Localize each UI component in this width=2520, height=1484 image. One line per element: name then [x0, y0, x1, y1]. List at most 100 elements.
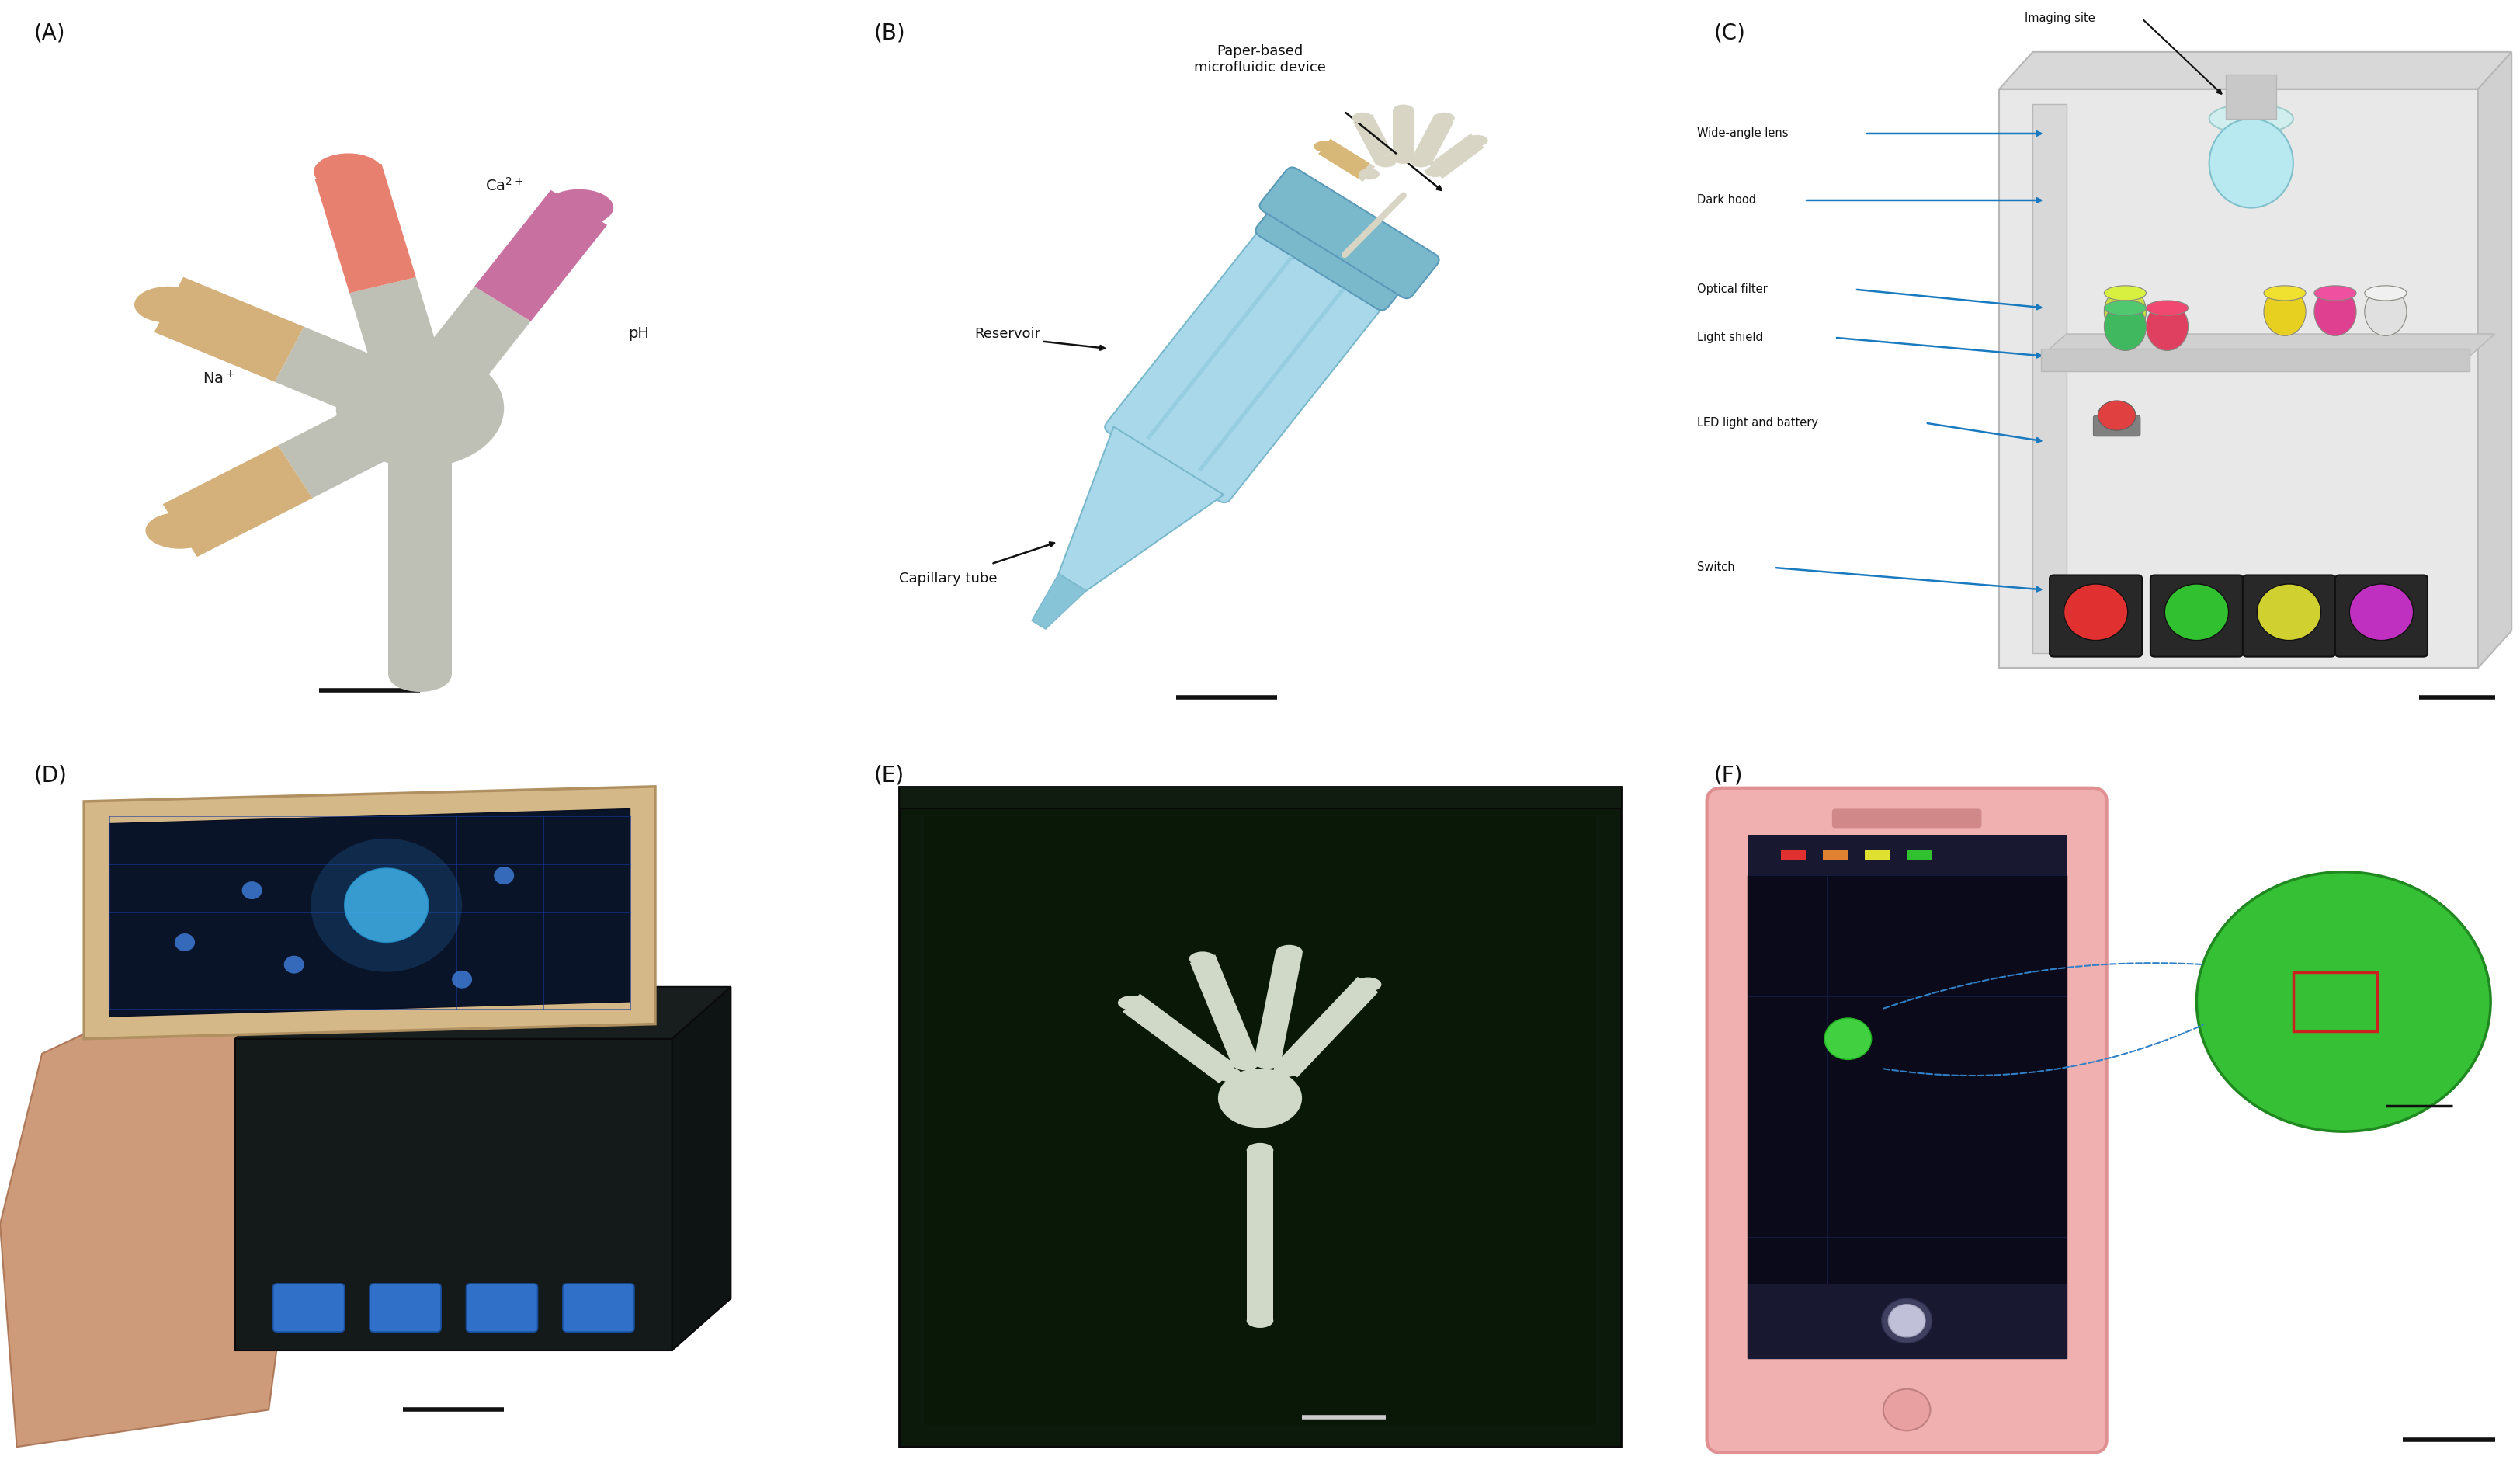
Polygon shape	[164, 445, 312, 556]
Polygon shape	[1124, 994, 1139, 1012]
Text: (C): (C)	[1714, 22, 1746, 45]
Ellipse shape	[1255, 1055, 1280, 1068]
Text: Reservoir: Reservoir	[975, 326, 1041, 341]
Polygon shape	[1411, 153, 1434, 166]
FancyBboxPatch shape	[1998, 89, 2477, 668]
Polygon shape	[388, 430, 451, 675]
Polygon shape	[275, 326, 396, 420]
Polygon shape	[1278, 976, 1378, 1077]
Ellipse shape	[1275, 945, 1303, 959]
FancyBboxPatch shape	[1746, 876, 2066, 1358]
Polygon shape	[1358, 976, 1378, 993]
Ellipse shape	[2104, 300, 2147, 315]
Polygon shape	[315, 163, 416, 292]
Polygon shape	[2477, 52, 2512, 668]
Ellipse shape	[1232, 1057, 1260, 1070]
Text: Ca$^{2+}$: Ca$^{2+}$	[484, 177, 524, 194]
FancyBboxPatch shape	[900, 787, 1620, 809]
Ellipse shape	[2364, 285, 2407, 300]
Polygon shape	[1394, 110, 1414, 153]
Bar	[1908, 850, 1933, 861]
Polygon shape	[1147, 255, 1293, 439]
Circle shape	[1887, 1304, 1925, 1337]
Text: (A): (A)	[33, 22, 66, 45]
Circle shape	[1824, 1018, 1872, 1060]
Ellipse shape	[1247, 1143, 1273, 1158]
Ellipse shape	[1426, 166, 1446, 177]
Ellipse shape	[1273, 1063, 1300, 1077]
Polygon shape	[1247, 1150, 1273, 1321]
Polygon shape	[474, 190, 607, 321]
FancyBboxPatch shape	[272, 1284, 345, 1333]
Ellipse shape	[1313, 141, 1336, 151]
Circle shape	[285, 956, 305, 974]
FancyBboxPatch shape	[2150, 574, 2243, 656]
Ellipse shape	[1247, 1313, 1273, 1328]
Polygon shape	[1429, 160, 1446, 178]
Circle shape	[1882, 1389, 1930, 1431]
Text: pH: pH	[627, 326, 648, 341]
Ellipse shape	[2364, 288, 2407, 335]
Ellipse shape	[2147, 303, 2187, 350]
Polygon shape	[83, 787, 655, 1039]
Ellipse shape	[388, 414, 451, 447]
Polygon shape	[1318, 139, 1371, 178]
FancyBboxPatch shape	[2336, 574, 2427, 656]
Ellipse shape	[1356, 978, 1381, 991]
Bar	[2293, 972, 2376, 1031]
Ellipse shape	[2263, 285, 2306, 300]
FancyBboxPatch shape	[1706, 788, 2107, 1453]
Polygon shape	[2041, 334, 2495, 356]
Circle shape	[2165, 583, 2228, 640]
FancyBboxPatch shape	[2041, 349, 2470, 371]
Ellipse shape	[2263, 288, 2306, 335]
Circle shape	[2197, 871, 2490, 1131]
Text: Na$^+$: Na$^+$	[202, 370, 234, 387]
Polygon shape	[1058, 427, 1225, 591]
Ellipse shape	[2210, 104, 2293, 134]
Circle shape	[2349, 583, 2414, 640]
Ellipse shape	[1119, 996, 1144, 1011]
FancyBboxPatch shape	[2225, 74, 2276, 119]
FancyBboxPatch shape	[1746, 834, 2066, 876]
Text: Capillary tube: Capillary tube	[900, 571, 998, 586]
Bar	[1822, 850, 1847, 861]
Ellipse shape	[375, 355, 444, 390]
Circle shape	[494, 867, 514, 884]
Polygon shape	[234, 987, 731, 1039]
Ellipse shape	[348, 374, 416, 411]
Text: (D): (D)	[33, 764, 68, 787]
Circle shape	[451, 971, 471, 988]
FancyBboxPatch shape	[900, 787, 1620, 1447]
Polygon shape	[1414, 114, 1454, 160]
Text: (F): (F)	[1714, 764, 1744, 787]
Circle shape	[174, 933, 194, 951]
Polygon shape	[1358, 163, 1376, 181]
Ellipse shape	[350, 408, 418, 445]
Polygon shape	[1353, 114, 1394, 160]
Polygon shape	[1189, 954, 1215, 963]
Ellipse shape	[1376, 156, 1396, 168]
Polygon shape	[1434, 134, 1484, 175]
Ellipse shape	[388, 659, 451, 692]
Text: Optical filter: Optical filter	[1696, 283, 1767, 295]
Text: (B): (B)	[874, 22, 905, 45]
Polygon shape	[1197, 288, 1346, 472]
Ellipse shape	[1394, 153, 1414, 163]
Bar	[1782, 850, 1807, 861]
Ellipse shape	[1189, 951, 1217, 966]
Ellipse shape	[1217, 1068, 1303, 1128]
Ellipse shape	[1358, 169, 1378, 180]
Polygon shape	[1031, 574, 1086, 629]
Ellipse shape	[315, 153, 383, 190]
Polygon shape	[1255, 950, 1303, 1064]
Ellipse shape	[2313, 285, 2356, 300]
FancyBboxPatch shape	[1832, 809, 1981, 828]
Ellipse shape	[146, 512, 214, 549]
Ellipse shape	[335, 349, 504, 467]
Ellipse shape	[1394, 104, 1414, 116]
Ellipse shape	[1467, 135, 1487, 145]
Ellipse shape	[2104, 303, 2147, 350]
Ellipse shape	[2097, 401, 2134, 430]
Polygon shape	[350, 278, 444, 380]
